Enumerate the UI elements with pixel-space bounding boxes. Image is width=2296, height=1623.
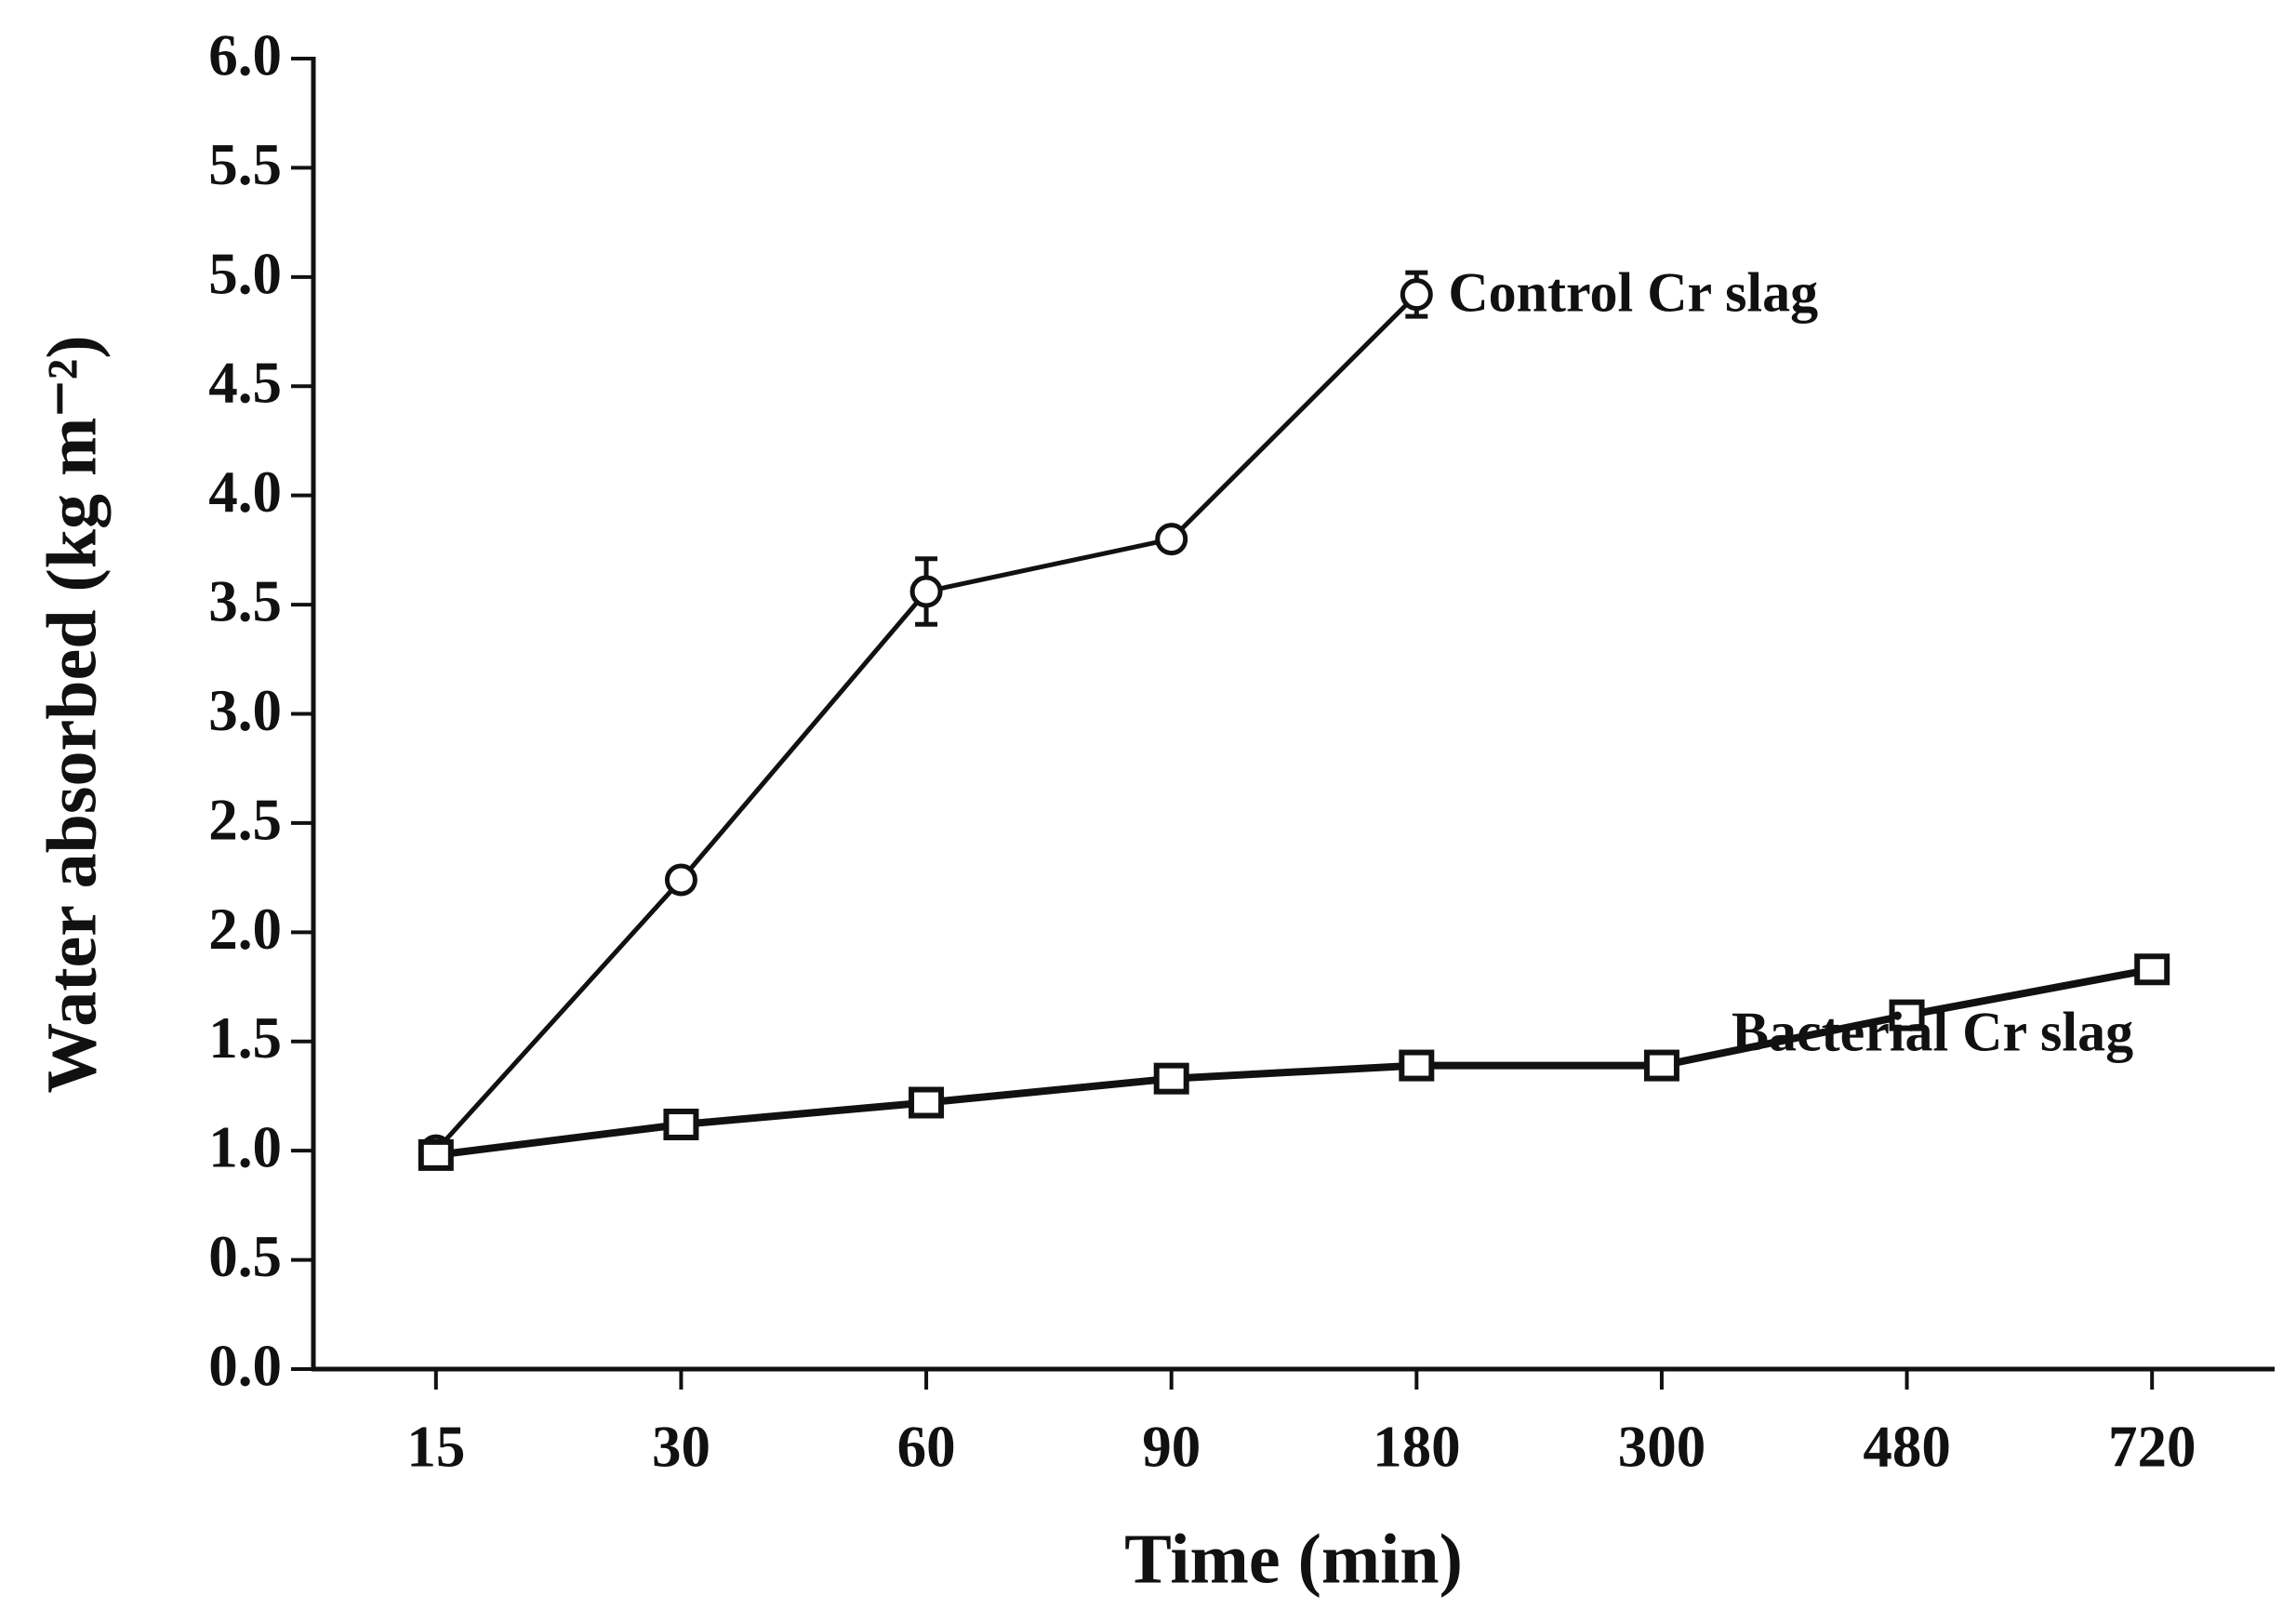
y-tick-label: 4.5 [208, 351, 282, 416]
x-tick-label: 180 [1373, 1414, 1461, 1479]
marker [2134, 953, 2170, 986]
marker [1889, 999, 1925, 1031]
y-tick-label: 6.0 [208, 22, 282, 87]
x-tick-label: 30 [652, 1414, 710, 1479]
x-tick-label: 90 [1142, 1414, 1201, 1479]
y-tick-label: 4.0 [208, 459, 282, 525]
series-line [433, 292, 1419, 1152]
x-tick-label: 60 [897, 1414, 956, 1479]
marker [418, 1138, 454, 1171]
marker [909, 575, 943, 608]
x-tick-label: 720 [2108, 1414, 2196, 1479]
x-axis-title: Time (min) [1124, 1520, 1463, 1598]
marker [1643, 1049, 1679, 1082]
y-tick-label: 1.0 [208, 1115, 282, 1180]
y-tick-label: 0.0 [208, 1333, 282, 1398]
y-axis-title: Water absorbed (kg m⁻²) [33, 335, 111, 1093]
marker [664, 863, 697, 897]
series-label: Bacterial Cr slag [1732, 1001, 2133, 1062]
x-tick-label: 480 [1863, 1414, 1951, 1479]
y-tick-label: 2.0 [208, 897, 282, 962]
y-tick-label: 0.5 [208, 1224, 282, 1289]
marker [663, 1108, 699, 1140]
marker [909, 1086, 945, 1119]
marker [1399, 1049, 1435, 1082]
y-tick-label: 3.0 [208, 678, 282, 743]
y-tick-label: 2.5 [208, 787, 282, 852]
series-label: Control Cr slag [1448, 261, 1818, 323]
marker [1153, 1062, 1189, 1095]
y-tick-label: 1.5 [208, 1005, 282, 1071]
y-tick-label: 5.5 [208, 132, 282, 197]
x-tick-label: 300 [1618, 1414, 1706, 1479]
x-tick-label: 15 [406, 1414, 465, 1479]
marker [1155, 523, 1188, 556]
y-tick-label: 5.0 [208, 241, 282, 306]
y-tick-label: 3.5 [208, 569, 282, 634]
marker [1400, 278, 1433, 312]
series-line [435, 965, 2153, 1159]
